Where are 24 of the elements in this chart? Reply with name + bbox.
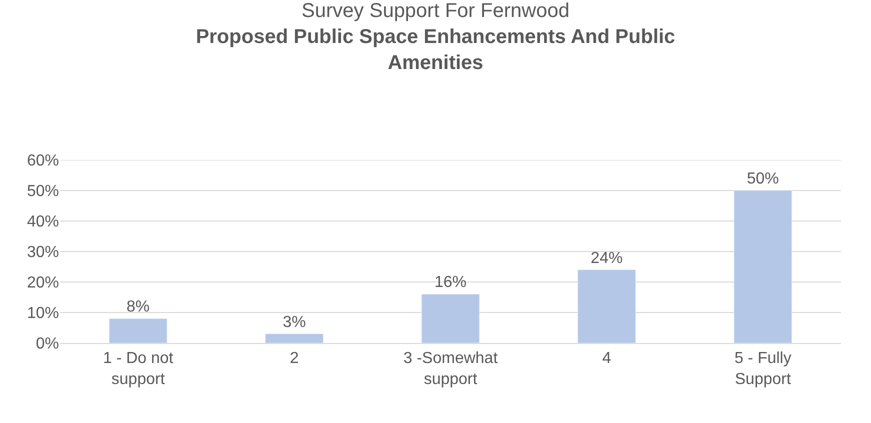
chart-subtitle: Proposed Public Space Enhancements And Public Amenities bbox=[196, 26, 676, 74]
bar bbox=[578, 270, 636, 343]
x-tick-label: 3 -Somewhat support bbox=[403, 350, 498, 388]
y-tick-label: 0% bbox=[36, 336, 59, 353]
y-tick-label: 30% bbox=[26, 244, 59, 262]
y-tick-label: 40% bbox=[26, 214, 59, 231]
y-tick-label: 20% bbox=[26, 274, 59, 292]
bar bbox=[421, 294, 480, 343]
data-label: 16% bbox=[434, 274, 467, 292]
y-tick-label: 50% bbox=[26, 183, 59, 200]
data-label: 3% bbox=[282, 314, 306, 331]
bar bbox=[265, 334, 324, 343]
bar bbox=[108, 318, 168, 343]
chart-title: Survey Support For Fernwood bbox=[302, 0, 570, 22]
bar bbox=[734, 190, 792, 343]
data-label: 8% bbox=[126, 298, 150, 316]
data-label: 50% bbox=[746, 170, 779, 188]
x-tick-label: 2 bbox=[290, 350, 299, 368]
x-tick-label: 5 - Fully Support bbox=[734, 350, 792, 388]
data-label: 24% bbox=[590, 250, 623, 267]
x-tick-label: 1 - Do not support bbox=[102, 350, 174, 388]
x-tick-label: 4 bbox=[602, 350, 612, 368]
y-tick-label: 10% bbox=[26, 305, 59, 322]
y-tick-label: 60% bbox=[26, 152, 59, 170]
